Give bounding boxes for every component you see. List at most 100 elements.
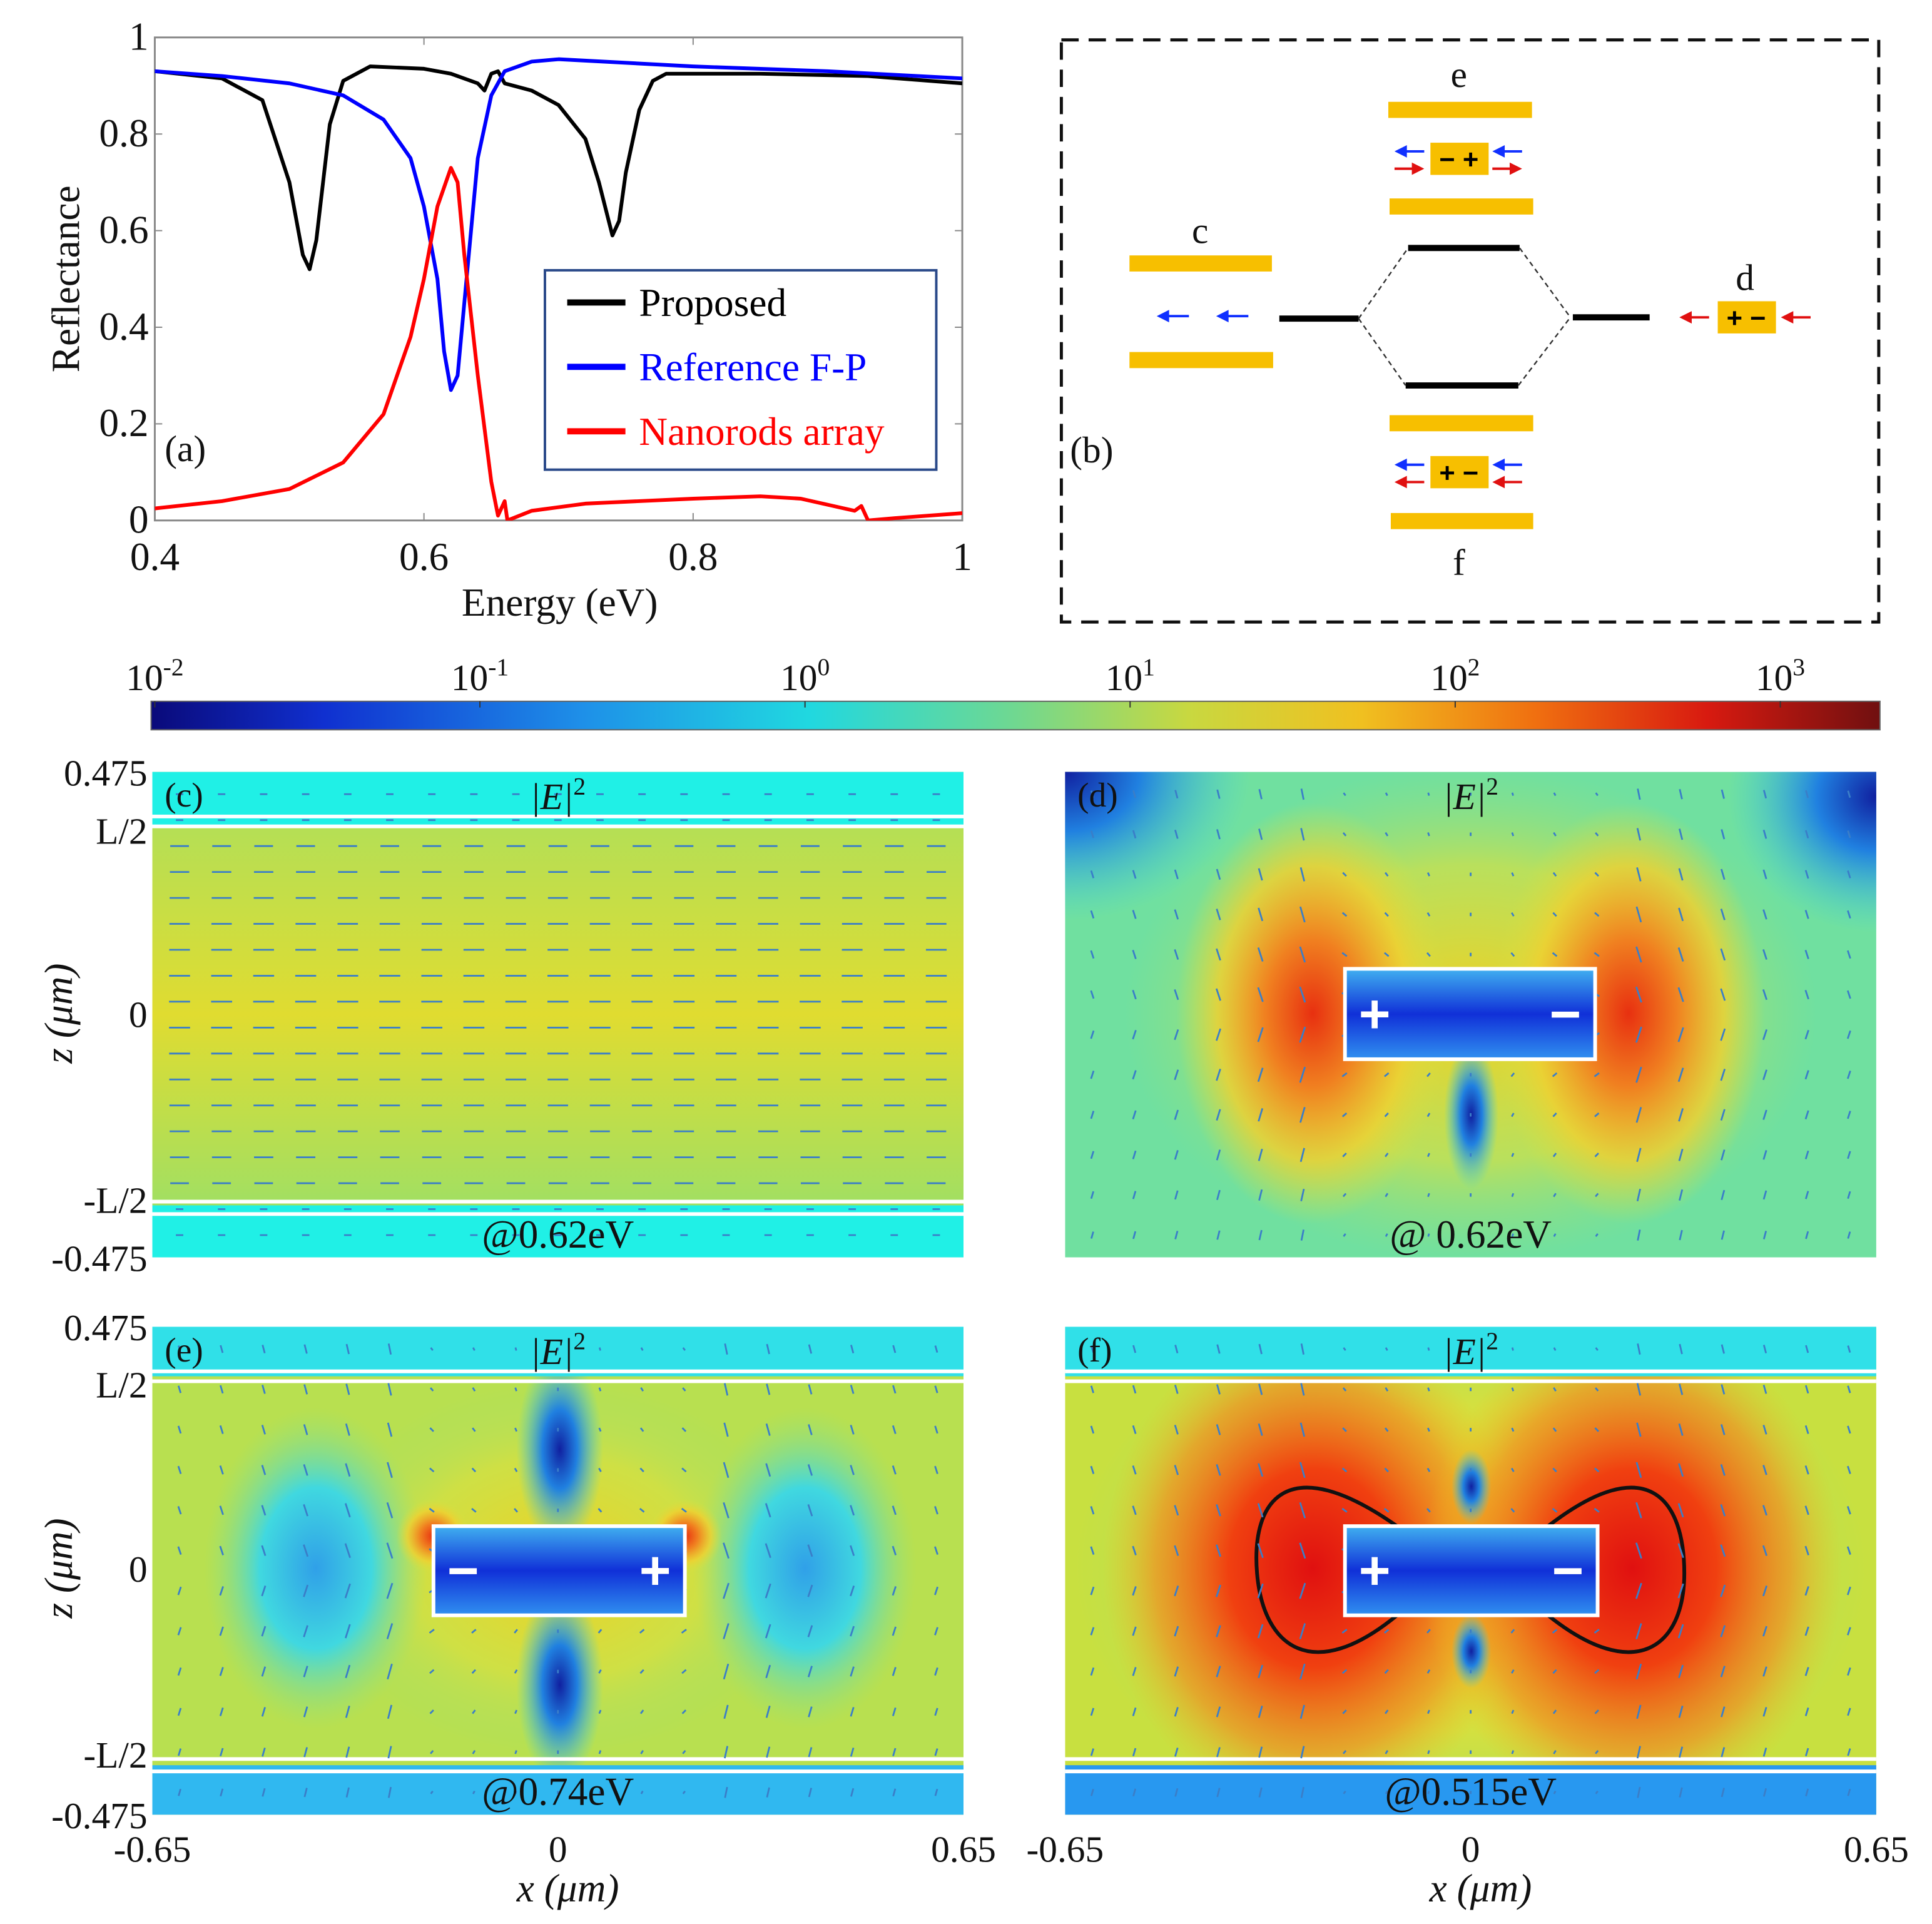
- y-tick-label: -0.475: [51, 1795, 147, 1836]
- field-vector-arrow: [177, 1425, 182, 1434]
- field-vector-arrow: [1299, 1462, 1306, 1479]
- field-vector-arrow: [1342, 1193, 1347, 1198]
- field-vector-arrow: [1343, 1790, 1346, 1794]
- field-vector-arrow: [1090, 1465, 1095, 1474]
- field-vector-arrow: [1635, 946, 1642, 963]
- field-vector-arrow: [1553, 1347, 1557, 1351]
- field-vector-arrow: [1805, 1748, 1809, 1757]
- field-vector-arrow: [934, 1345, 938, 1353]
- field-vector-arrow: [1385, 1709, 1389, 1714]
- field-vector-arrow: [724, 1343, 728, 1355]
- field-vector-arrow: [723, 1623, 730, 1639]
- field-vector-arrow: [1299, 986, 1306, 1003]
- field-vector-arrow: [1805, 1788, 1809, 1797]
- field-vector-arrow: [1090, 1546, 1095, 1555]
- field-vector-arrow: [850, 1747, 855, 1757]
- field-vector-arrow: [1552, 1629, 1558, 1634]
- field-vector-arrow: [1805, 1231, 1809, 1239]
- field-vector-arrow: [1090, 1231, 1094, 1239]
- field-vector-arrow: [934, 1788, 938, 1796]
- field-vector-arrow: [1553, 1233, 1557, 1237]
- field-vector-arrow: [850, 1586, 855, 1597]
- field-vector-arrow: [1762, 1190, 1767, 1200]
- field-vector-arrow: [1677, 987, 1684, 1002]
- colorbar-tick-label: 102: [1430, 653, 1480, 698]
- field-vector-arrow: [640, 1347, 644, 1351]
- field-vector-arrow: [1552, 912, 1557, 917]
- field-vector-arrow: [1635, 1582, 1642, 1599]
- field-vector-arrow: [1299, 1623, 1306, 1639]
- field-vector-arrow: [344, 1583, 351, 1599]
- field-vector-arrow: [1299, 1704, 1305, 1719]
- field-vector-arrow: [1552, 1467, 1557, 1473]
- field-vector-arrow: [1132, 1110, 1137, 1120]
- field-vector-arrow: [1636, 1188, 1641, 1201]
- field-vector-arrow: [1679, 1189, 1684, 1201]
- field-vector-arrow: [1637, 1786, 1641, 1798]
- field-vector-arrow: [1594, 1467, 1600, 1473]
- field-vector-arrow: [430, 1750, 434, 1754]
- field-vector-arrow: [1846, 1546, 1851, 1555]
- field-vector-arrow: [1677, 1027, 1684, 1042]
- field-vector-arrow: [1257, 947, 1264, 962]
- field-vector-arrow: [1174, 1545, 1179, 1556]
- field-vector-arrow: [1090, 1708, 1095, 1716]
- charge-minus: −: [1550, 984, 1582, 1044]
- field-vector-arrow: [1720, 1109, 1726, 1121]
- field-vector-arrow: [1511, 1427, 1515, 1432]
- field-vector-arrow: [1720, 1068, 1726, 1081]
- field-vector-arrow: [1427, 1791, 1430, 1794]
- field-vector-arrow: [1090, 830, 1094, 838]
- x-tick-label: 0.8: [668, 535, 718, 579]
- x-tick-label: 0: [1462, 1829, 1480, 1870]
- field-vector-arrow: [1762, 1425, 1767, 1435]
- field-vector-arrow: [765, 1423, 771, 1436]
- field-vector-arrow: [1762, 1626, 1767, 1637]
- field-vector-arrow: [1552, 1669, 1557, 1674]
- field-vector-arrow: [177, 1506, 182, 1515]
- field-minimum: [1451, 1614, 1492, 1689]
- field-vector-arrow: [429, 1507, 435, 1513]
- field-strip-bottom: [1065, 1765, 1876, 1815]
- field-vector-arrow: [220, 1788, 224, 1797]
- field-vector-arrow: [1174, 1465, 1179, 1475]
- field-vector-arrow: [1258, 1343, 1263, 1355]
- field-vector-arrow: [1300, 1786, 1304, 1798]
- field-vector-arrow: [1762, 1545, 1768, 1556]
- x-tick-label: 0.4: [130, 535, 180, 579]
- panel-label: (e): [165, 1331, 203, 1369]
- field-vector-arrow: [1342, 1750, 1347, 1754]
- field-quantity-label: |E|2: [1443, 772, 1498, 817]
- field-vector-arrow: [681, 1709, 687, 1714]
- field-vector-arrow: [807, 1464, 813, 1476]
- field-vector-arrow: [892, 1385, 897, 1394]
- field-vector-arrow: [387, 1663, 393, 1680]
- field-vector-arrow: [598, 1791, 601, 1794]
- field-vector-arrow: [639, 1629, 645, 1634]
- field-vector-arrow: [1385, 1427, 1389, 1432]
- field-vector-arrow: [1258, 828, 1263, 840]
- field-heatmap: [152, 771, 964, 1258]
- field-vector-arrow: [429, 1427, 434, 1432]
- colorbar-tick-label: 103: [1756, 653, 1805, 698]
- field-vector-arrow: [1216, 1625, 1221, 1637]
- field-vector-arrow: [1846, 1506, 1851, 1515]
- field-vector-arrow: [1132, 950, 1137, 960]
- legend-label: Reference F-P: [639, 345, 867, 389]
- field-vector-arrow: [1300, 828, 1305, 841]
- field-vector-arrow: [1636, 828, 1641, 841]
- field-vector-arrow: [1511, 1791, 1514, 1794]
- field-vector-arrow: [1216, 1068, 1221, 1081]
- field-vector-arrow: [808, 1788, 813, 1798]
- field-vector-arrow: [1426, 1508, 1431, 1513]
- field-vector-arrow: [765, 1503, 771, 1518]
- field-vector-arrow: [807, 1666, 813, 1677]
- field-vector-arrow: [1341, 1112, 1348, 1117]
- field-vector-arrow: [1553, 1387, 1557, 1392]
- field-vector-arrow: [1847, 1708, 1851, 1716]
- field-vector-arrow: [682, 1347, 686, 1351]
- field-vector-arrow: [471, 1467, 477, 1473]
- x-tick-label: 0.65: [931, 1829, 996, 1870]
- field-vector-arrow: [1090, 950, 1095, 959]
- x-axis-label: Energy (eV): [462, 581, 658, 624]
